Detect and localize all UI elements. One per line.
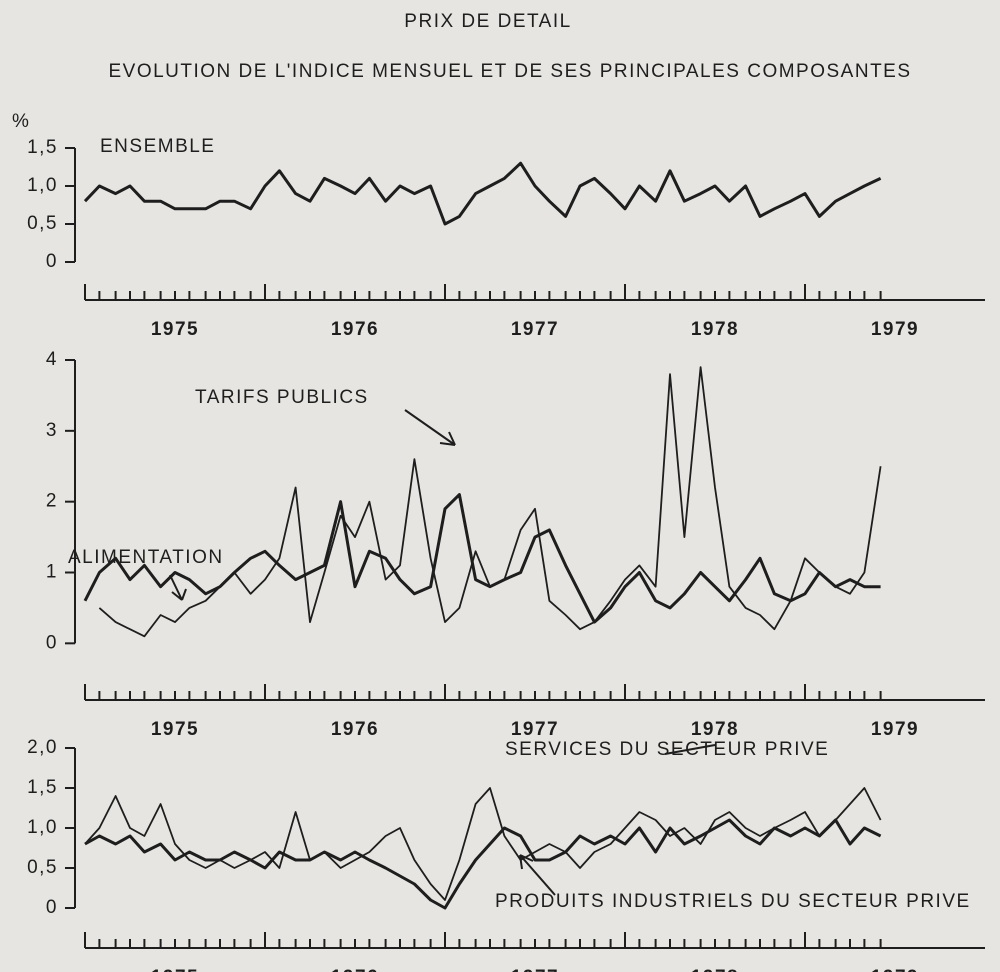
x-tick-label: 1978 — [691, 719, 739, 740]
x-tick-label: 1977 — [511, 719, 559, 740]
x-tick-label: 1979 — [871, 719, 919, 740]
y-tick-label: 1,5 — [27, 777, 58, 798]
series-line — [83, 161, 882, 226]
y-tick-label: 1 — [46, 562, 58, 583]
x-tick-label: 1976 — [331, 719, 379, 740]
x-tick-label: 1977 — [511, 967, 559, 972]
x-tick-label: 1976 — [331, 967, 379, 972]
x-tick-label: 1979 — [871, 319, 919, 340]
series-label: SERVICES DU SECTEUR PRIVE — [505, 739, 829, 760]
y-tick-label: 1,0 — [27, 817, 58, 838]
x-tick-label: 1976 — [331, 319, 379, 340]
series-label: PRODUITS INDUSTRIELS DU SECTEUR PRIVE — [495, 891, 971, 912]
x-tick-label: 1975 — [151, 967, 199, 972]
y-tick-label: 0,5 — [27, 213, 58, 234]
x-tick-label: 1975 — [151, 319, 199, 340]
series-line — [84, 818, 882, 910]
y-tick-label: 2 — [46, 491, 58, 512]
y-tick-label: 2,0 — [27, 737, 58, 758]
x-tick-label: 1978 — [691, 319, 739, 340]
y-tick-label: 4 — [46, 349, 58, 370]
x-tick-label: 1975 — [151, 719, 199, 740]
x-tick-label: 1978 — [691, 967, 739, 972]
x-tick-label: 1977 — [511, 319, 559, 340]
series-label: ENSEMBLE — [100, 136, 215, 157]
chart-subtitle: EVOLUTION DE L'INDICE MENSUEL ET DE SES … — [108, 61, 911, 82]
series-label: TARIFS PUBLICS — [195, 387, 369, 408]
series-label: ALIMENTATION — [68, 547, 224, 568]
y-tick-label: 0 — [46, 251, 58, 272]
y-tick-label: 3 — [46, 420, 58, 441]
y-tick-label: 0 — [46, 897, 58, 918]
y-tick-label: 0 — [46, 632, 58, 653]
chart-title: PRIX DE DETAIL — [404, 11, 571, 32]
x-tick-label: 1979 — [871, 967, 919, 972]
y-tick-label: 1,0 — [27, 175, 58, 196]
series-line — [83, 493, 881, 624]
arrows — [169, 409, 716, 896]
y-unit: % — [12, 111, 30, 132]
y-tick-label: 1,5 — [27, 137, 58, 158]
y-tick-label: 0,5 — [27, 857, 58, 878]
